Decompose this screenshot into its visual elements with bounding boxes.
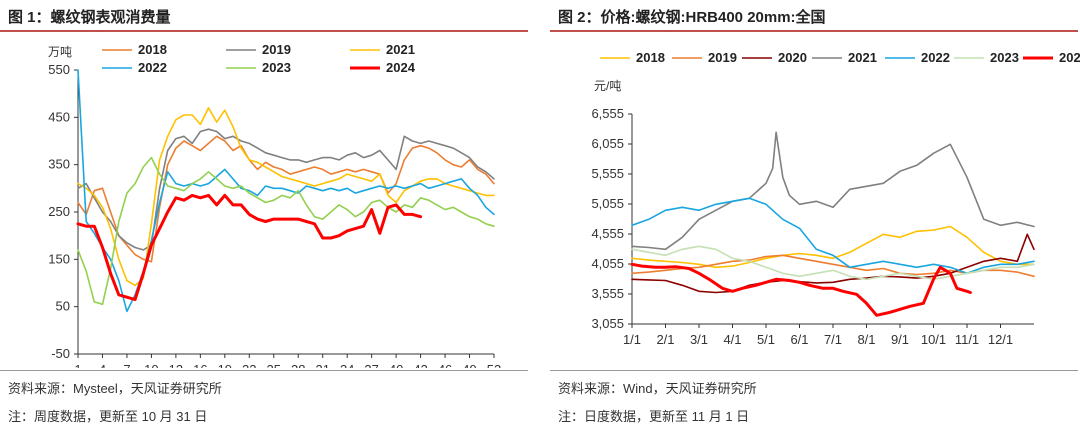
x-tick-label: 2/1 xyxy=(656,332,674,347)
y-tick-label: 4,555 xyxy=(591,226,624,241)
x-tick-label: 31 xyxy=(315,362,329,368)
series-line-2018 xyxy=(631,225,1035,269)
legend-label-2022: 2022 xyxy=(138,60,167,75)
x-tick-label: 9/1 xyxy=(891,332,909,347)
figure-1-panel: 图 1：螺纹钢表观消费量 -50 50 150 250 350 450 550 万吨 1 4 7 10… xyxy=(0,0,530,431)
legend-label-2020: 2020 xyxy=(778,50,807,65)
figure-1-source: 资料来源：Mysteel，天风证券研究所 xyxy=(8,381,222,396)
x-tick-label: 37 xyxy=(364,362,378,368)
x-tick-label: 10 xyxy=(144,362,158,368)
y-tick-label: 4,055 xyxy=(591,256,624,271)
y-tick-label: 150 xyxy=(48,251,70,266)
x-tick-label: 13 xyxy=(169,362,183,368)
x-tick-label: 25 xyxy=(267,362,281,368)
y-tick-label: 6,555 xyxy=(591,106,624,121)
x-tick-label: 49 xyxy=(462,362,476,368)
series-line-2024 xyxy=(76,193,423,302)
figure-2-chart: 3,055 3,555 4,055 4,555 5,055 5,555 6,055 6,555… xyxy=(591,50,1080,347)
x-tick-label: 43 xyxy=(413,362,427,368)
series-line-2021 xyxy=(77,107,495,287)
x-tick-label: 1 xyxy=(74,362,81,368)
legend-label-2023: 2023 xyxy=(990,50,1019,65)
x-tick-label: 22 xyxy=(242,362,256,368)
x-tick-label: 46 xyxy=(438,362,452,368)
legend-label-2024: 2024 xyxy=(1059,50,1080,65)
x-tick-label: 28 xyxy=(291,362,305,368)
x-tick-label: 3/1 xyxy=(690,332,708,347)
y-axis-unit-label: 万吨 xyxy=(48,45,72,59)
series-line-2021 xyxy=(631,131,1035,251)
y-tick-label: 250 xyxy=(48,204,70,219)
y-tick-label: 50 xyxy=(56,299,70,314)
series-line-2022 xyxy=(77,69,495,313)
series-line-2018 xyxy=(77,135,495,263)
legend-label-2018: 2018 xyxy=(138,42,167,57)
x-tick-label: 4 xyxy=(99,362,106,368)
x-tick-label: 16 xyxy=(193,362,207,368)
x-tick-label: 34 xyxy=(340,362,354,368)
figure-2-footer-rule xyxy=(550,370,1078,371)
y-tick-label: 3,555 xyxy=(591,286,624,301)
figure-1-title-rule xyxy=(0,30,528,32)
legend-label-2021: 2021 xyxy=(848,50,877,65)
series-line-2020 xyxy=(631,233,1035,294)
y-tick-label: 6,055 xyxy=(591,136,624,151)
series-line-2023 xyxy=(631,245,1035,281)
x-tick-label: 6/1 xyxy=(790,332,808,347)
figure-2-title-rule xyxy=(550,30,1078,32)
figure-2-panel: 图 2：价格:螺纹钢:HRB400 20mm:全国 3,055 3,555 4,05… xyxy=(550,0,1080,431)
legend-label-2024: 2024 xyxy=(386,60,416,75)
series-line-2024 xyxy=(630,262,972,317)
figure-1-chart: -50 50 150 250 350 450 550 万吨 1 4 7 10 13 16 19 22 25 28 3… xyxy=(48,42,501,368)
x-tick-label: 7 xyxy=(123,362,130,368)
y-tick-label: 5,555 xyxy=(591,166,624,181)
figure-2-note: 注：日度数据，更新至 11 月 1 日 xyxy=(558,409,750,424)
y-tick-label: 5,055 xyxy=(591,196,624,211)
figure-2-source: 资料来源：Wind，天风证券研究所 xyxy=(558,381,757,396)
x-tick-label: 5/1 xyxy=(757,332,775,347)
x-tick-label: 11/1 xyxy=(955,332,979,347)
figure-1-footer-rule xyxy=(0,370,528,371)
x-tick-label: 12/1 xyxy=(988,332,1013,347)
x-tick-label: 4/1 xyxy=(723,332,741,347)
legend-label-2019: 2019 xyxy=(708,50,737,65)
y-tick-label: 350 xyxy=(48,157,70,172)
x-tick-label: 7/1 xyxy=(824,332,842,347)
x-tick-label: 19 xyxy=(218,362,232,368)
x-tick-label: 52 xyxy=(487,362,501,368)
x-tick-label: 1/1 xyxy=(623,332,641,347)
legend-label-2021: 2021 xyxy=(386,42,415,57)
series-line-2022 xyxy=(631,197,1035,275)
x-tick-label: 40 xyxy=(389,362,403,368)
y-tick-label: 550 xyxy=(48,62,70,77)
figure-1-title: 图 1：螺纹钢表观消费量 xyxy=(8,9,171,26)
legend-label-2023: 2023 xyxy=(262,60,291,75)
x-tick-label: 8/1 xyxy=(857,332,875,347)
y-axis-unit-label: 元/吨 xyxy=(594,79,621,93)
y-tick-label: 3,055 xyxy=(591,316,624,331)
x-tick-label: 10/1 xyxy=(921,332,946,347)
legend-label-2018: 2018 xyxy=(636,50,665,65)
figure-2-title: 图 2：价格:螺纹钢:HRB400 20mm:全国 xyxy=(558,9,826,26)
legend-label-2019: 2019 xyxy=(262,42,291,57)
y-tick-label: 450 xyxy=(48,109,70,124)
legend-label-2022: 2022 xyxy=(921,50,950,65)
series-line-2023 xyxy=(77,156,495,306)
y-tick-label: -50 xyxy=(51,346,70,361)
figure-1-note: 注：周度数据，更新至 10 月 31 日 xyxy=(8,409,208,424)
